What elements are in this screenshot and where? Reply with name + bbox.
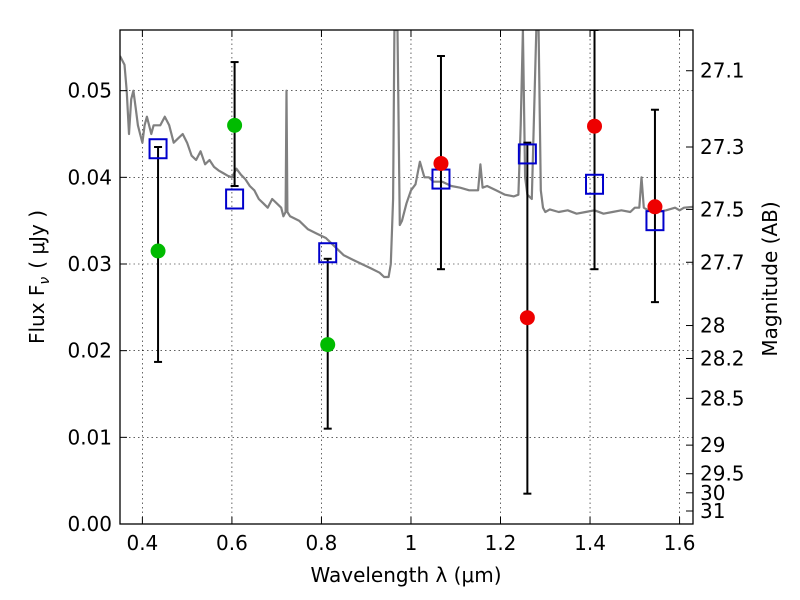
y-axis-label-unit: ( μJy ) [25,210,49,269]
y-axis-label-subscript: ν [37,277,53,285]
y-axis: 0.00 0.01 0.02 0.03 0.04 0.05 [67,79,127,536]
x-tick-label: 1.6 [664,531,696,555]
magnitude-tick-label: 27.7 [700,250,745,274]
magnitude-tick-label: 28.5 [700,386,745,410]
model-photometry-marker [225,188,245,210]
observed-flux-marker [519,310,535,326]
grid [120,30,693,525]
model-photometry-marker [517,143,537,165]
magnitude-tick-label: 31 [700,499,725,523]
x-tick-label: 0.4 [126,531,158,555]
spectrum-line [120,30,693,279]
magnitude-tick-label: 27.5 [700,197,745,221]
observed-flux-marker [227,117,243,133]
magnitude-tick-label: 29.5 [700,462,745,486]
model-photometry-marker [318,242,338,264]
magnitude-tick-label: 28.2 [700,346,745,370]
plot-frame [119,29,694,525]
y-tick-label: 0.03 [67,252,112,276]
model-photometry-marker [148,138,168,160]
observed-flux-marker [150,243,166,259]
magnitude-tick-label: 27.3 [700,135,745,159]
y-tick-label: 0.04 [67,165,112,189]
y2-axis-label: Magnitude (AB) [758,201,782,356]
y-tick-label: 0.01 [67,425,112,449]
observed-flux-marker [433,155,449,171]
magnitude-tick-label: 28 [700,314,725,338]
x-tick-label: 0.6 [216,531,248,555]
observed-flux-marker [647,199,663,215]
magnitude-tick-label: 27.1 [700,59,745,83]
plot-area [120,30,693,495]
y-tick-label: 0.05 [67,79,112,103]
y-tick-label: 0.02 [67,339,112,363]
observed-flux-marker [587,118,603,134]
magnitude-tick-label: 29 [700,433,725,457]
y-axis-label: Flux Fν ( μJy ) [25,210,53,344]
magnitude-tick-label: 30 [700,481,725,505]
x-axis: 0.4 0.6 0.8 1 1.2 1.4 1.6 [126,30,695,555]
x-axis-label: Wavelength λ (μm) [310,563,501,587]
x-tick-label: 1.4 [574,531,606,555]
y-tick-label: 0.00 [67,512,112,536]
y-axis-label-main: Flux F [25,285,49,344]
x-tick-label: 1.2 [485,531,517,555]
model-photometry-marker [585,173,605,195]
x-tick-label: 0.8 [306,531,338,555]
observed-flux-marker [320,337,336,353]
x-tick-label: 1 [405,531,418,555]
